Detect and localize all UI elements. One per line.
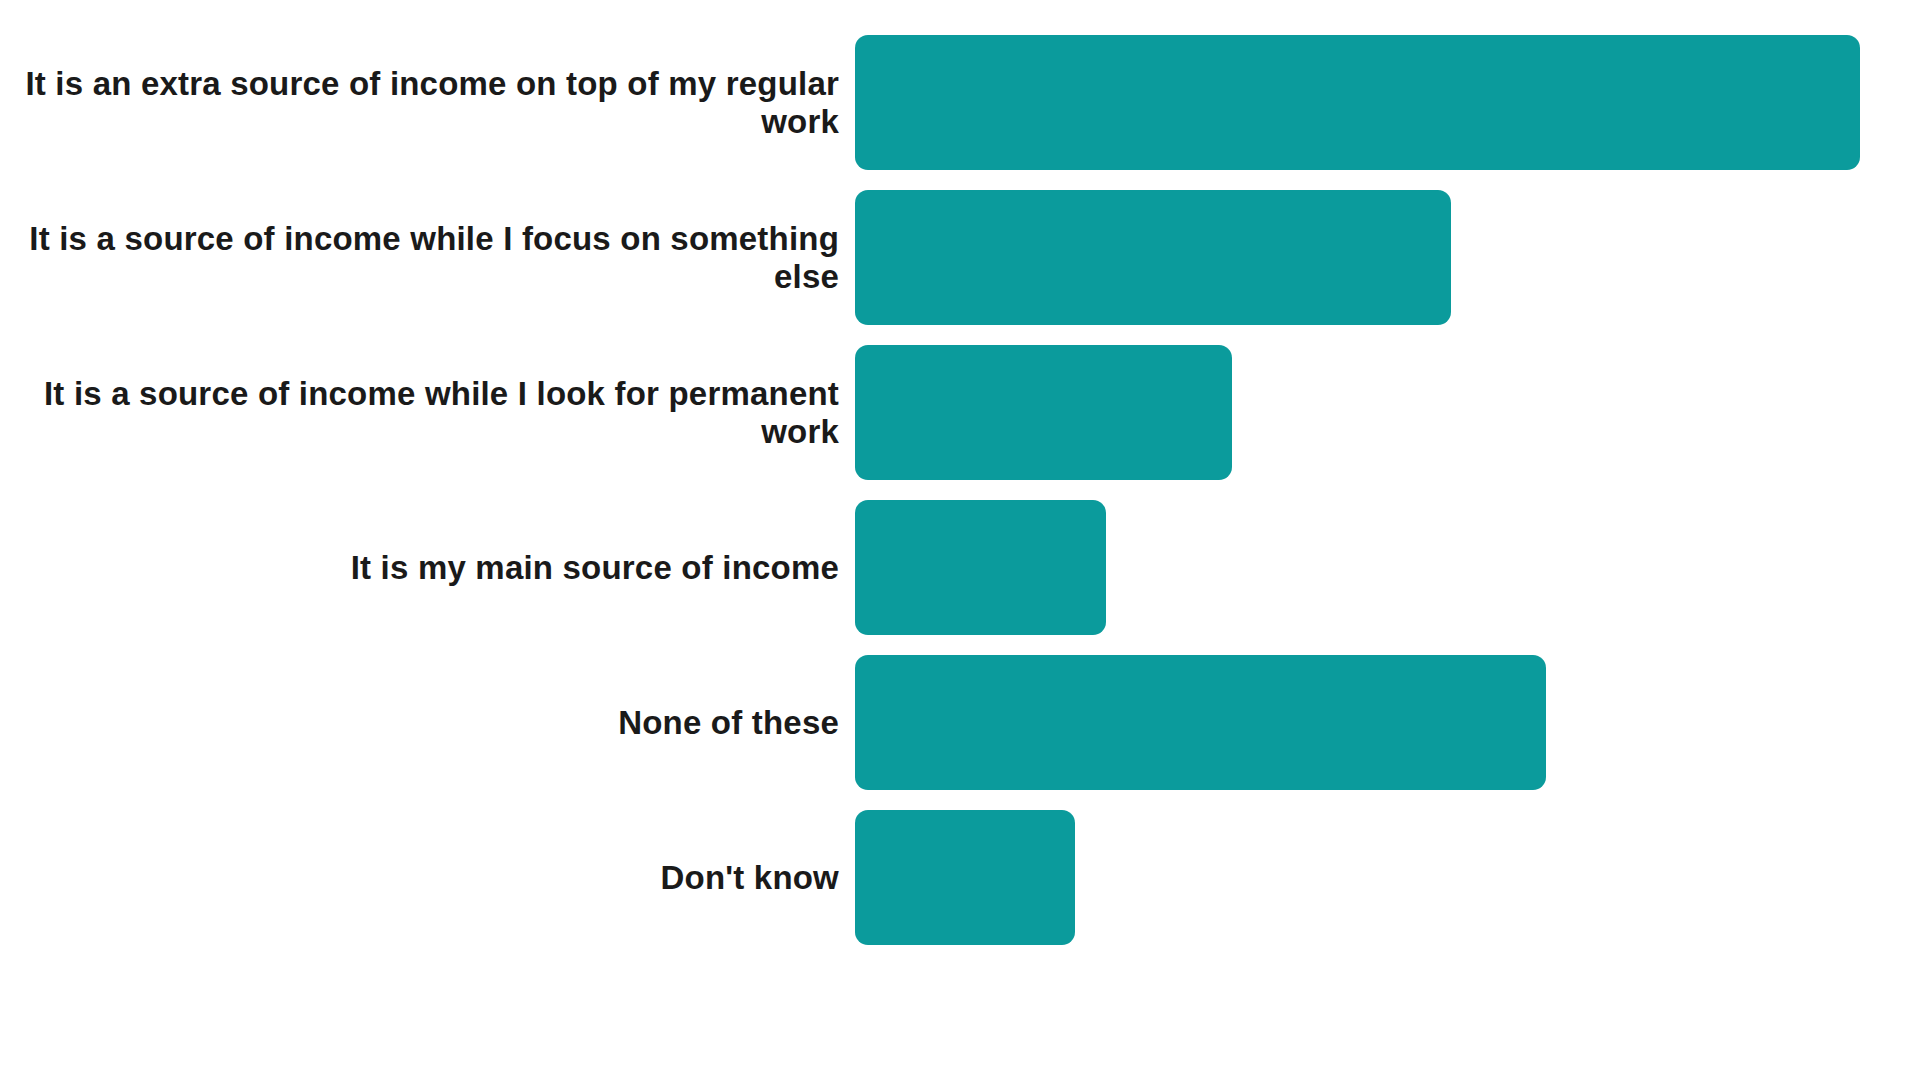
category-label: It is my main source of income: [0, 549, 855, 587]
bar-chart: It is an extra source of income on top o…: [0, 0, 1920, 1080]
plot-area: It is an extra source of income on top o…: [0, 35, 1880, 945]
bar-8pct[interactable]: [855, 500, 1106, 635]
bar-row: It is an extra source of income on top o…: [0, 35, 1880, 170]
category-label: Don't know: [0, 859, 855, 897]
bar-row: It is a source of income while I look fo…: [0, 345, 1880, 480]
bar-track: [855, 655, 1880, 790]
bar-track: [855, 35, 1880, 170]
bar-7pct[interactable]: [855, 810, 1075, 945]
bar-track: [855, 190, 1880, 325]
bar-12pct[interactable]: [855, 345, 1232, 480]
bar-track: [855, 810, 1880, 945]
category-label: It is a source of income while I focus o…: [0, 220, 855, 296]
bar-row: Don't know: [0, 810, 1880, 945]
bar-22pct[interactable]: [855, 655, 1546, 790]
bar-row: It is my main source of income: [0, 500, 1880, 635]
bar-track: [855, 500, 1880, 635]
category-label: It is a source of income while I look fo…: [0, 375, 855, 451]
bar-19pct[interactable]: [855, 190, 1451, 325]
x-axis: [855, 952, 1880, 1012]
bar-track: [855, 345, 1880, 480]
bar-row: None of these: [0, 655, 1880, 790]
bar-row: It is a source of income while I focus o…: [0, 190, 1880, 325]
bar-32pct[interactable]: [855, 35, 1860, 170]
category-label: None of these: [0, 704, 855, 742]
category-label: It is an extra source of income on top o…: [0, 65, 855, 141]
